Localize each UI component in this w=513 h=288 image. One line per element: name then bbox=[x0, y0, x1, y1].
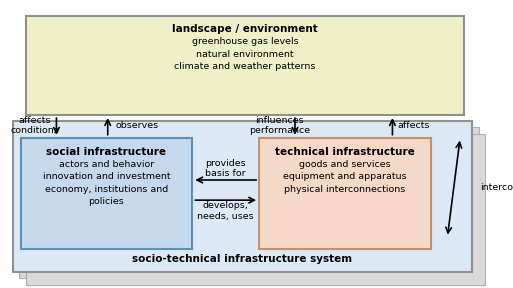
Text: provides
basis for: provides basis for bbox=[205, 159, 246, 178]
Bar bbox=[26, 16, 464, 115]
Bar bbox=[21, 138, 192, 249]
Text: interconnects: interconnects bbox=[480, 183, 513, 192]
Text: observes: observes bbox=[115, 121, 159, 130]
Bar bbox=[19, 127, 479, 278]
Text: socio-technical infrastructure system: socio-technical infrastructure system bbox=[132, 253, 352, 264]
Text: greenhouse gas levels
natural environment
climate and weather patterns: greenhouse gas levels natural environmen… bbox=[174, 37, 315, 71]
Text: affects: affects bbox=[398, 121, 430, 130]
Bar bbox=[259, 138, 431, 249]
Text: influences
performance: influences performance bbox=[249, 115, 310, 135]
Text: goods and services
equipment and apparatus
physical interconnections: goods and services equipment and apparat… bbox=[283, 160, 407, 194]
Text: landscape / environment: landscape / environment bbox=[172, 24, 318, 35]
Bar bbox=[13, 121, 472, 272]
Text: social infrastructure: social infrastructure bbox=[47, 147, 166, 157]
Bar bbox=[26, 134, 485, 285]
Text: develops,
needs, uses: develops, needs, uses bbox=[198, 201, 254, 221]
Text: affects
conditions: affects conditions bbox=[10, 115, 60, 135]
Text: technical infrastructure: technical infrastructure bbox=[275, 147, 415, 157]
Text: actors and behavior
innovation and investment
economy, institutions and
policies: actors and behavior innovation and inves… bbox=[43, 160, 170, 206]
